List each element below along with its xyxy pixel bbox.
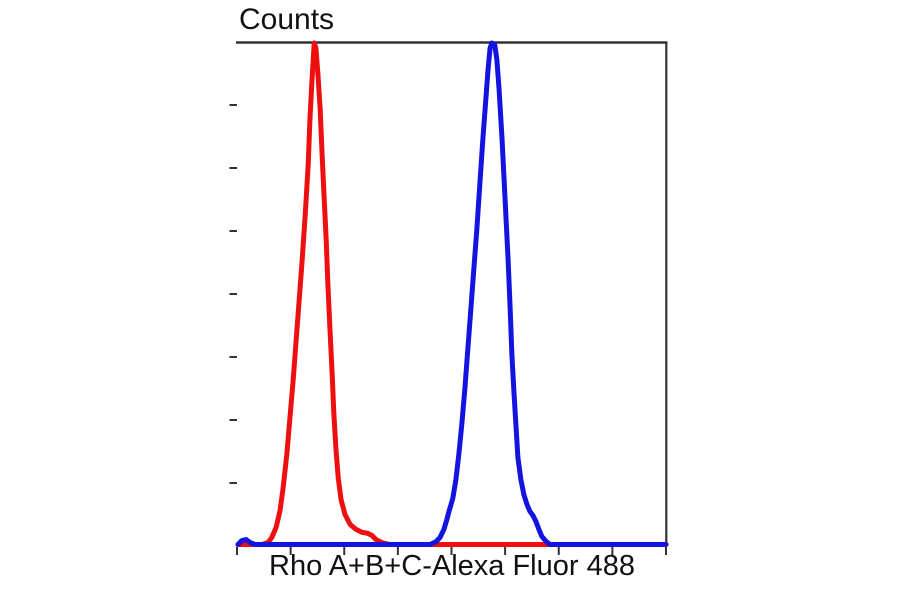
x-axis-label: Rho A+B+C-Alexa Fluor 488: [269, 550, 635, 582]
y-axis-ticks: [229, 104, 237, 484]
plot-frame: [236, 41, 668, 547]
x-axis-ticks: [236, 547, 667, 555]
y-axis-title: Counts: [239, 3, 335, 36]
blue-series-curve: [235, 40, 669, 547]
red-series-curve: [235, 40, 669, 547]
